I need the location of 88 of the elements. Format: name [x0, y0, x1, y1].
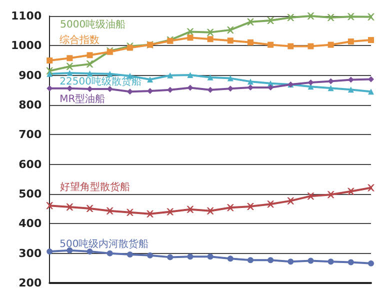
point	[86, 70, 93, 77]
point	[308, 43, 314, 50]
point	[308, 258, 314, 264]
point	[187, 254, 194, 260]
y-tick-label: 200	[18, 276, 42, 290]
point	[307, 192, 314, 200]
point	[328, 42, 334, 48]
series-label: 5000吨级油船	[60, 18, 126, 30]
y-tick-label: 1100	[10, 10, 42, 22]
point	[206, 207, 214, 214]
point	[226, 26, 234, 34]
point	[368, 37, 374, 44]
y-tick-label: 1000	[10, 39, 42, 52]
point	[247, 39, 254, 46]
point	[86, 60, 94, 68]
point	[86, 52, 93, 58]
point	[46, 202, 54, 210]
point	[66, 247, 73, 254]
point	[206, 28, 214, 36]
point	[66, 70, 73, 76]
point	[287, 197, 294, 204]
point	[147, 252, 154, 258]
point	[187, 34, 194, 41]
point	[348, 38, 354, 45]
point	[267, 200, 274, 208]
point	[247, 257, 254, 264]
point	[46, 248, 53, 255]
point	[307, 12, 314, 20]
point	[288, 43, 294, 50]
point	[207, 36, 214, 42]
point	[147, 76, 154, 82]
y-tick-label: 800	[18, 98, 42, 112]
point	[347, 188, 354, 195]
point	[246, 18, 254, 26]
point	[186, 206, 194, 213]
point	[86, 248, 93, 255]
point	[368, 13, 374, 20]
point	[106, 70, 113, 77]
point	[348, 259, 354, 266]
point	[247, 78, 254, 85]
y-tick-label: 900	[18, 68, 42, 82]
point	[227, 256, 234, 262]
point	[46, 70, 53, 77]
series-label: MR型油船	[60, 92, 106, 105]
y-tick-label: 400	[18, 217, 42, 230]
point	[46, 58, 53, 64]
point	[207, 254, 214, 260]
point	[268, 42, 274, 48]
point	[187, 72, 194, 78]
y-tick-label: 300	[18, 246, 42, 260]
point	[327, 14, 334, 21]
point	[66, 55, 73, 62]
point	[327, 191, 334, 198]
point	[166, 208, 174, 216]
point	[106, 207, 114, 214]
point	[246, 202, 254, 210]
point	[368, 184, 374, 192]
point	[347, 13, 354, 20]
point	[268, 257, 274, 264]
point	[66, 62, 74, 70]
point	[146, 210, 154, 218]
point	[368, 88, 374, 95]
point	[207, 74, 214, 80]
series-label: 综合指数	[60, 34, 100, 46]
point	[86, 205, 94, 212]
point	[167, 72, 174, 78]
point	[267, 16, 274, 24]
point	[328, 85, 334, 92]
y-tick-label: 700	[18, 128, 42, 142]
point	[308, 79, 314, 86]
point	[368, 76, 374, 82]
point	[328, 258, 334, 265]
y-tick-label: 600	[18, 158, 42, 171]
point	[126, 208, 134, 216]
point	[167, 254, 174, 260]
point	[348, 86, 354, 93]
point	[368, 260, 374, 266]
point	[66, 204, 74, 211]
point	[287, 14, 294, 21]
series-label: 500吨级内河散货船	[60, 238, 149, 250]
point	[106, 250, 113, 256]
point	[227, 38, 234, 44]
point	[288, 258, 294, 265]
point	[226, 204, 234, 212]
point	[227, 75, 234, 82]
series-label: 好望角型散货船	[60, 181, 130, 194]
y-tick-label: 500	[18, 188, 42, 200]
point	[126, 252, 133, 258]
